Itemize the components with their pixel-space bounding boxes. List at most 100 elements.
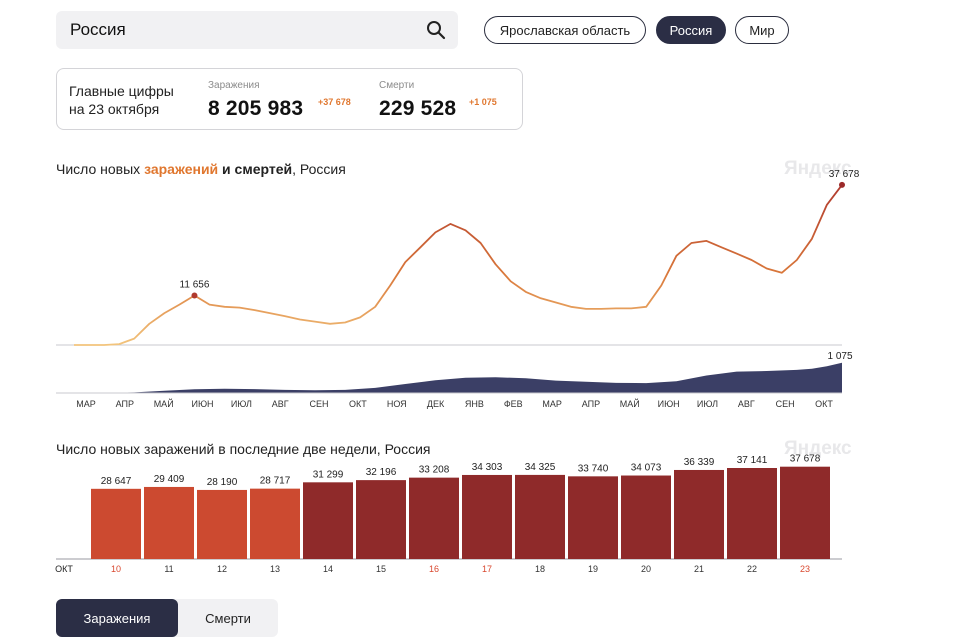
x-tick-label: ИЮН <box>658 399 680 409</box>
x-tick-label: ИЮН <box>191 399 213 409</box>
bar <box>515 474 565 559</box>
bar <box>780 466 830 559</box>
deaths-label: Смерти <box>379 80 415 91</box>
tab-cases[interactable]: Заражения <box>56 599 178 637</box>
bar-value-label: 28 190 <box>207 477 238 488</box>
bar-value-label: 33 740 <box>578 463 609 474</box>
bar <box>409 477 459 559</box>
x-tick-label: ДЕК <box>427 399 445 409</box>
bar-month-label: ОКТ <box>55 564 73 574</box>
bar-category-label: 15 <box>376 564 386 574</box>
x-tick-label: МАЙ <box>620 398 640 409</box>
bar-value-label: 32 196 <box>366 467 397 478</box>
cases-total: 8 205 983 <box>208 97 304 120</box>
x-tick-label: ОКТ <box>815 399 833 409</box>
bar-category-label: 12 <box>217 564 227 574</box>
bar <box>727 468 777 559</box>
x-tick-label: МАР <box>76 399 96 409</box>
deaths-total: 229 528 <box>379 97 457 120</box>
cases-label: Заражения <box>208 80 260 91</box>
two-week-bar-chart: ОКТ 28 647 10 29 409 11 28 190 12 28 717 13 31 29… <box>55 454 842 574</box>
bar <box>250 488 300 559</box>
bar-value-label: 34 073 <box>631 463 662 474</box>
search-icon[interactable] <box>426 20 446 40</box>
x-tick-label: МАЙ <box>154 398 174 409</box>
brand-watermark-2: Яндекс <box>784 438 852 459</box>
summary-title-line2: на 23 октября <box>69 101 160 117</box>
bar <box>462 474 512 559</box>
metric-tabs: Заражения Смерти <box>56 599 278 637</box>
bar-value-label: 36 339 <box>684 457 715 468</box>
bar-category-label: 10 <box>111 564 121 574</box>
bar-category-label: 11 <box>164 564 173 574</box>
summary-card: Главные цифры на 23 октября Заражения 8 … <box>56 68 523 130</box>
bar-category-label: 13 <box>270 564 280 574</box>
bar <box>674 469 724 559</box>
chart1-title-part4: , Россия <box>292 161 346 177</box>
chart2-title: Число новых заражений в последние две не… <box>56 441 431 457</box>
bar-category-label: 21 <box>694 564 704 574</box>
chart1-title-deaths: и смертей <box>218 161 293 177</box>
brand-watermark-1: Яндекс <box>784 158 852 179</box>
bar-value-label: 31 299 <box>313 469 344 480</box>
summary-title: Главные цифры на 23 октября <box>69 82 174 118</box>
bar-category-label: 23 <box>800 564 810 574</box>
bar <box>303 482 353 559</box>
chart1-title-part1: Число новых <box>56 161 145 177</box>
x-tick-label: СЕН <box>776 399 795 409</box>
x-tick-label: ЯНВ <box>465 399 484 409</box>
bar-category-label: 20 <box>641 564 651 574</box>
bar <box>356 480 406 559</box>
x-tick-label: ИЮЛ <box>231 399 252 409</box>
summary-title-line1: Главные цифры <box>69 83 174 99</box>
region-pill-world[interactable]: Мир <box>735 16 789 44</box>
region-pill-yaroslavl[interactable]: Ярославская область <box>484 16 646 44</box>
bar-value-label: 28 647 <box>101 476 132 487</box>
cases-delta: +37 678 <box>318 97 351 107</box>
tab-deaths[interactable]: Смерти <box>205 610 251 626</box>
x-tick-label: АВГ <box>272 399 289 409</box>
bar-value-label: 28 717 <box>260 476 291 487</box>
x-tick-label: НОЯ <box>387 399 407 409</box>
bar-category-label: 22 <box>747 564 757 574</box>
bar-value-label: 34 303 <box>472 462 503 473</box>
bar <box>197 489 247 559</box>
region-pill-russia[interactable]: Россия <box>656 16 726 44</box>
x-tick-label: АПР <box>116 399 134 409</box>
chart1-title: Число новых заражений и смертей, Россия <box>56 161 346 177</box>
x-tick-label: ФЕВ <box>504 399 523 409</box>
x-tick-label: ИЮЛ <box>697 399 718 409</box>
deaths-last-label: 1 075 <box>827 351 852 362</box>
bar <box>621 475 671 559</box>
search-bar[interactable] <box>56 11 458 49</box>
deaths-series-area <box>74 362 842 393</box>
search-input[interactable] <box>68 19 412 41</box>
bar <box>91 488 141 559</box>
bar-category-label: 19 <box>588 564 598 574</box>
bar-category-label: 18 <box>535 564 545 574</box>
bar-category-label: 14 <box>323 564 333 574</box>
bar-value-label: 34 325 <box>525 462 556 473</box>
bar-value-label: 29 409 <box>154 474 185 485</box>
bar <box>568 476 618 559</box>
bar-value-label: 37 141 <box>737 455 768 466</box>
cases-deaths-line-chart: 11 656 37 678 1 075 МАР АПР МАЙ ИЮН ИЮЛ АВГ СЕН ОК… <box>56 169 860 409</box>
x-tick-label: МАР <box>542 399 562 409</box>
x-tick-label: СЕН <box>310 399 329 409</box>
bar-value-label: 37 678 <box>790 454 821 465</box>
x-tick-label: АПР <box>582 399 600 409</box>
bar-category-label: 17 <box>482 564 492 574</box>
cases-peak-marker <box>191 292 198 299</box>
cases-last-marker <box>839 181 845 188</box>
bar-value-label: 33 208 <box>419 465 450 476</box>
chart1-title-cases: заражений <box>144 161 219 177</box>
bar-category-label: 16 <box>429 564 439 574</box>
deaths-delta: +1 075 <box>469 97 497 107</box>
cases-peak-label: 11 656 <box>180 279 210 290</box>
x-tick-label: ОКТ <box>349 399 367 409</box>
cases-series-line <box>74 184 843 346</box>
x-tick-label: АВГ <box>738 399 755 409</box>
cases-last-label: 37 678 <box>829 169 860 180</box>
bar <box>144 486 194 559</box>
